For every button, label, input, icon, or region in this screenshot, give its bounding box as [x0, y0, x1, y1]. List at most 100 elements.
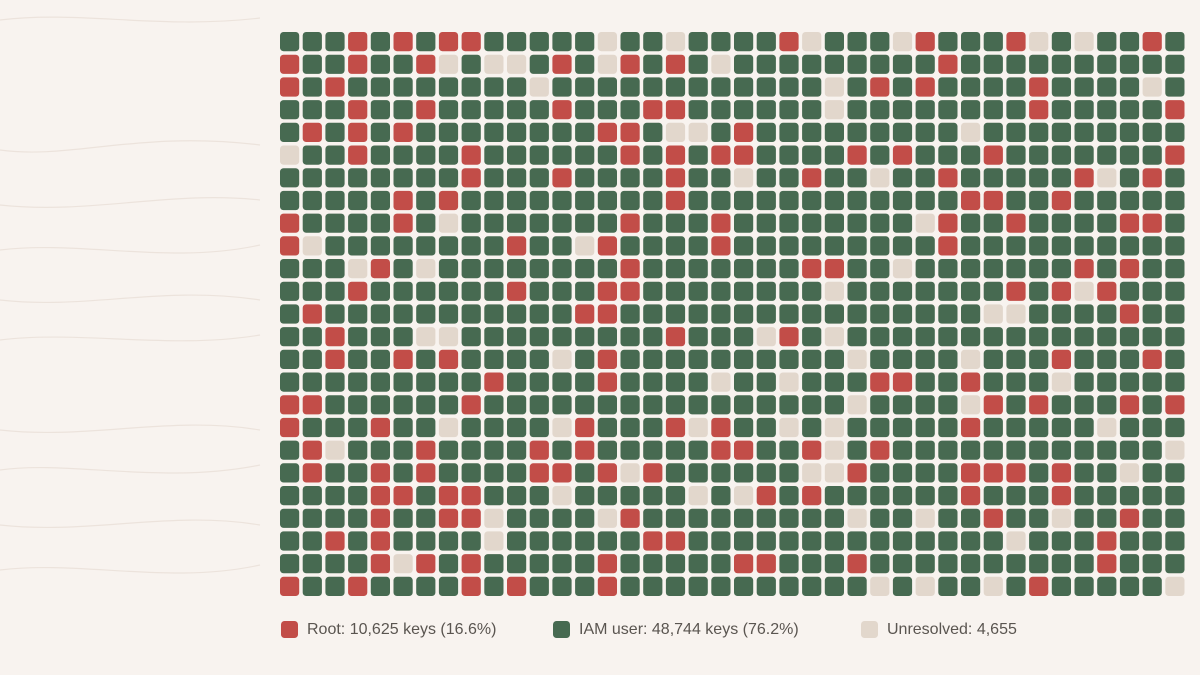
waffle-cell [438, 77, 459, 97]
waffle-cell [438, 554, 459, 574]
waffle-cell [847, 349, 867, 369]
waffle-cell [1051, 463, 1071, 483]
waffle-cell [1142, 440, 1162, 460]
waffle-cell [302, 463, 322, 483]
waffle-cell [1029, 395, 1049, 415]
waffle-cell [552, 304, 572, 324]
waffle-cell [688, 145, 708, 165]
waffle-cell [665, 168, 686, 188]
waffle-cell [416, 122, 436, 142]
waffle-cell [824, 281, 844, 301]
waffle-cell [620, 576, 640, 596]
waffle-cell [484, 576, 504, 596]
waffle-cell [529, 122, 549, 142]
waffle-cell [1142, 372, 1162, 392]
waffle-cell [484, 508, 504, 528]
waffle-cell [393, 531, 413, 551]
waffle-cell [1119, 486, 1140, 506]
waffle-cell [1051, 190, 1071, 211]
waffle-cell [688, 236, 708, 256]
waffle-cell [1097, 372, 1117, 392]
waffle-cell [575, 281, 595, 301]
waffle-cell [461, 32, 481, 52]
waffle-cell [529, 349, 549, 369]
waffle-cell [1142, 168, 1162, 188]
waffle-cell [870, 100, 890, 120]
waffle-cell [938, 554, 958, 574]
waffle-cell [280, 213, 300, 233]
waffle-cell [302, 327, 322, 347]
waffle-cell [734, 190, 754, 211]
waffle-cell [756, 190, 776, 211]
waffle-cell [1074, 54, 1094, 74]
waffle-cell [961, 463, 981, 483]
waffle-cell [597, 304, 617, 324]
waffle-cell [961, 145, 981, 165]
waffle-cell [756, 486, 776, 506]
waffle-cell [1074, 168, 1094, 188]
waffle-cell [1142, 576, 1162, 596]
waffle-cell [529, 100, 549, 120]
waffle-cell [461, 168, 481, 188]
waffle-cell [529, 259, 549, 279]
waffle-cell [416, 190, 436, 211]
waffle-cell [870, 77, 890, 97]
waffle-cell [734, 508, 754, 528]
waffle-cell [983, 349, 1003, 369]
waffle-cell [847, 100, 867, 120]
waffle-cell [1142, 463, 1162, 483]
waffle-cell [1119, 395, 1140, 415]
waffle-cell [348, 77, 368, 97]
waffle-cell [393, 145, 413, 165]
waffle-cell [348, 531, 368, 551]
waffle-cell [1119, 327, 1140, 347]
waffle-cell [734, 77, 754, 97]
legend-label: Root: 10,625 keys (16.6%) [307, 621, 496, 638]
waffle-cell [325, 417, 345, 438]
waffle-cell [529, 531, 549, 551]
waffle-cell [938, 417, 958, 438]
waffle-cell [438, 508, 459, 528]
waffle-cell [824, 145, 844, 165]
waffle-cell [348, 145, 368, 165]
waffle-cell [1029, 168, 1049, 188]
waffle-cell [802, 417, 822, 438]
waffle-cell [1006, 349, 1026, 369]
waffle-cell [1097, 395, 1117, 415]
waffle-cell [348, 281, 368, 301]
waffle-cell [620, 486, 640, 506]
waffle-cell [597, 281, 617, 301]
waffle-cell [938, 531, 958, 551]
waffle-cell [756, 145, 776, 165]
waffle-cell [1051, 32, 1071, 52]
waffle-cell [597, 349, 617, 369]
waffle-cell [1074, 417, 1094, 438]
waffle-cell [892, 190, 913, 211]
waffle-cell [892, 259, 913, 279]
waffle-cell [1119, 531, 1140, 551]
waffle-cell [597, 372, 617, 392]
waffle-cell [802, 145, 822, 165]
waffle-cell [325, 349, 345, 369]
waffle-cell [847, 213, 867, 233]
waffle-cell [575, 259, 595, 279]
waffle-cell [552, 417, 572, 438]
waffle-cell [302, 417, 322, 438]
waffle-cell [665, 122, 686, 142]
waffle-cell [484, 417, 504, 438]
waffle-cell [393, 100, 413, 120]
waffle-cell [575, 100, 595, 120]
waffle-cell [847, 576, 867, 596]
waffle-cell [665, 213, 686, 233]
waffle-cell [847, 508, 867, 528]
waffle-cell [529, 486, 549, 506]
waffle-cell [915, 168, 935, 188]
waffle-cell [507, 168, 527, 188]
waffle-cell [688, 554, 708, 574]
waffle-cell [461, 281, 481, 301]
waffle-cell [325, 463, 345, 483]
waffle-cell [1165, 259, 1185, 279]
waffle-cell [597, 531, 617, 551]
waffle-cell [325, 327, 345, 347]
waffle-cell [1051, 168, 1071, 188]
